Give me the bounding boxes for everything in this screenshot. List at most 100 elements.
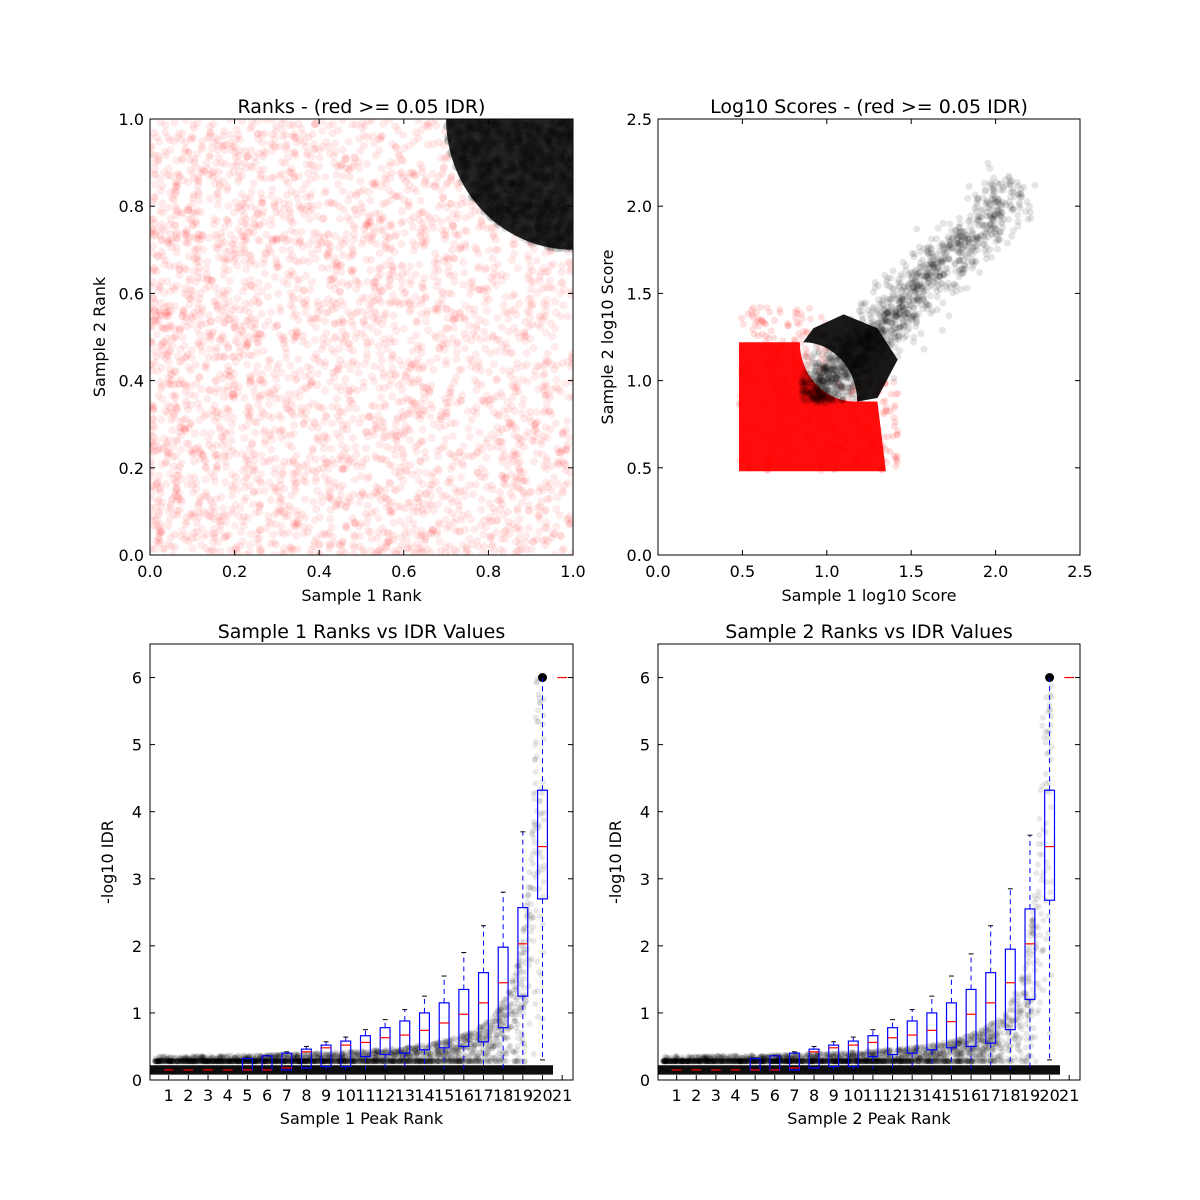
red-point [201,475,210,484]
red-point [413,317,422,326]
red-point [256,189,265,198]
red-point [169,137,178,146]
red-point [448,432,457,441]
red-point [556,531,565,540]
red-point [182,439,191,448]
red-point [351,334,360,343]
red-point [485,367,494,376]
red-point [333,411,342,420]
red-point [323,250,332,259]
red-point [164,522,173,531]
red-point [180,147,189,156]
red-point [223,362,232,371]
red-point [247,351,256,360]
red-point [542,399,551,408]
red-point [414,440,423,449]
red-point [546,247,555,256]
red-point [150,278,158,287]
red-point [480,516,489,525]
red-point [212,233,221,242]
red-point [194,399,203,408]
red-point [479,549,488,555]
red-point [245,259,254,268]
red-point [231,302,240,311]
red-point [205,194,214,203]
red-point [158,252,167,261]
red-point [488,254,497,263]
red-point [347,358,356,367]
red-point [246,194,255,203]
red-point [190,429,199,438]
red-point [421,448,430,457]
red-point [542,283,551,292]
red-point [477,505,486,514]
red-point [208,546,217,555]
red-point [414,544,423,553]
x-tick-label: 0.2 [222,562,247,581]
red-point [172,496,181,505]
red-point [432,354,441,363]
red-point [305,314,314,323]
red-point [294,316,303,325]
red-point [257,171,266,180]
red-point [547,360,556,369]
red-point [374,342,383,351]
red-point [426,119,435,127]
y-tick-label: 0.2 [119,459,144,478]
red-point [355,532,364,541]
red-point [534,511,543,520]
red-point [195,416,204,425]
red-point [330,319,339,328]
red-point [240,219,249,228]
red-point [288,251,297,260]
red-point [487,517,496,526]
red-point [535,312,544,321]
red-point [360,360,369,369]
red-point [371,276,380,285]
red-point [339,408,348,417]
red-point [459,461,468,470]
red-point [303,340,312,349]
red-point [552,360,561,369]
red-point [366,196,375,205]
red-point [424,122,433,131]
red-point [284,404,293,413]
red-point [259,458,268,467]
red-point [425,500,434,509]
red-point [426,400,435,409]
red-point [441,515,450,524]
red-point [457,473,466,482]
red-point [514,522,523,531]
x-tick-label: 0.6 [391,562,416,581]
red-point [175,171,184,180]
red-point [482,453,491,462]
red-point [563,416,572,425]
red-point [470,305,479,314]
red-point [208,443,217,452]
red-point [338,145,347,154]
red-point [233,294,242,303]
red-point [416,160,425,169]
red-point [308,377,317,386]
red-point [535,514,544,523]
red-point [336,451,345,460]
red-point [173,403,182,412]
red-point [360,548,369,555]
red-point [874,434,882,442]
red-point [786,386,794,394]
red-point [166,188,175,197]
red-point [308,278,317,287]
red-point [421,293,430,302]
red-point [440,257,449,266]
red-point [385,186,394,195]
red-point [311,468,320,477]
red-point [313,380,322,389]
red-point [406,426,415,435]
red-point [511,524,520,533]
red-point [175,358,184,367]
red-point [322,411,331,420]
red-point [323,337,332,346]
red-point [751,377,759,385]
red-point [392,192,401,201]
red-point [309,497,318,506]
